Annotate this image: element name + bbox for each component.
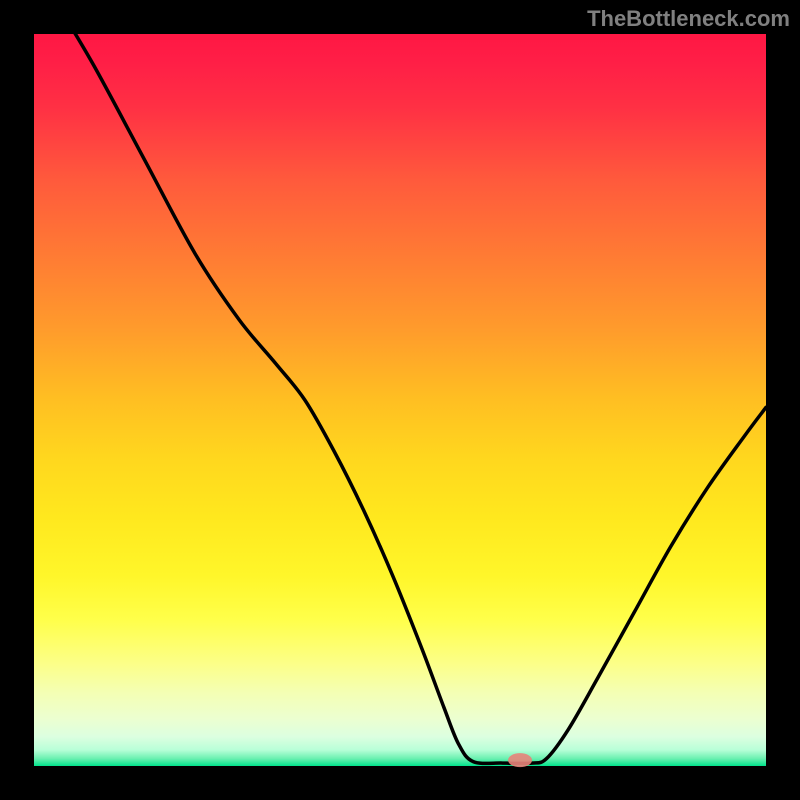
bottleneck-chart — [0, 0, 800, 800]
chart-background-gradient — [34, 34, 766, 766]
chart-stage: TheBottleneck.com — [0, 0, 800, 800]
optimal-point-marker — [508, 753, 532, 767]
attribution-watermark: TheBottleneck.com — [587, 6, 790, 32]
